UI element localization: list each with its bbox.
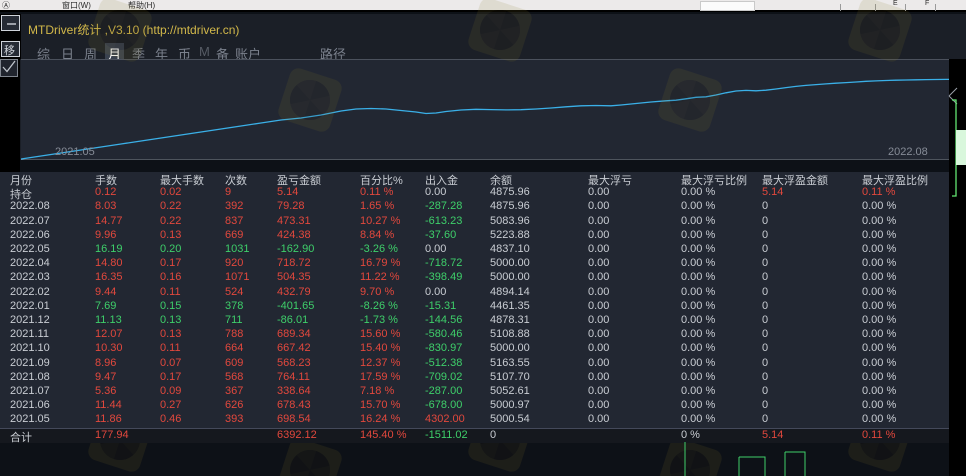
svg-text:移: 移 (4, 44, 15, 57)
